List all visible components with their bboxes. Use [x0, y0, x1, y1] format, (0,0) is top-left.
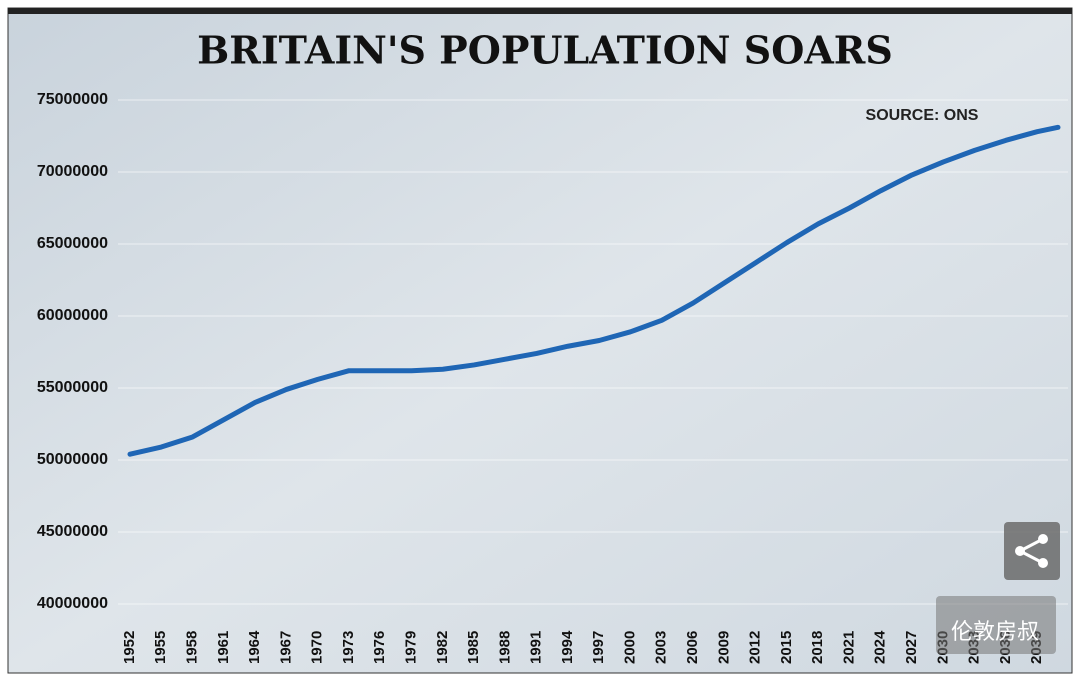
- background: [7, 7, 1073, 674]
- x-tick-label: 2000: [621, 631, 638, 664]
- x-tick-label: 2027: [903, 631, 920, 664]
- share-icon: [1019, 537, 1044, 565]
- x-tick-label: 1958: [184, 631, 201, 664]
- y-tick-label: 55000000: [37, 379, 108, 396]
- x-tick-label: 2018: [809, 631, 826, 664]
- x-tick-label: 2006: [684, 631, 701, 664]
- x-tick-label: 2015: [778, 631, 795, 664]
- x-tick-label: 1991: [528, 631, 545, 664]
- chart-title: BRITAIN'S POPULATION SOARS: [197, 28, 893, 73]
- x-tick-label: 1994: [559, 630, 576, 664]
- x-tick-label: 1976: [371, 631, 388, 664]
- y-tick-label: 65000000: [37, 235, 108, 252]
- share-button[interactable]: [1004, 522, 1060, 580]
- x-tick-label: 2021: [840, 631, 857, 664]
- x-tick-label: 1988: [496, 631, 513, 664]
- x-tick-label: 1982: [434, 631, 451, 664]
- x-tick-label: 1967: [277, 631, 294, 664]
- x-tick-label: 2009: [715, 631, 732, 664]
- x-tick-label: 2024: [872, 630, 889, 664]
- x-tick-label: 2003: [653, 631, 670, 664]
- x-tick-label: 1955: [152, 631, 169, 664]
- y-tick-label: 70000000: [37, 163, 108, 180]
- share-bg[interactable]: [1004, 522, 1060, 580]
- x-tick-label: 2012: [747, 631, 764, 664]
- x-tick-label: 1961: [215, 631, 232, 664]
- x-tick-label: 1952: [121, 631, 138, 664]
- data-line: [127, 124, 1061, 457]
- y-tick-label: 60000000: [37, 307, 108, 324]
- top-strip: [8, 8, 1072, 14]
- annotation: SOURCE: ONS: [866, 107, 979, 124]
- watermark: 伦敦房叔: [951, 620, 1039, 645]
- y-tick-label: 45000000: [37, 523, 108, 540]
- x-tick-label: 1973: [340, 631, 357, 664]
- x-tick-label: 1979: [402, 631, 419, 664]
- y-tick-label: 75000000: [37, 91, 108, 108]
- x-tick-label: 1964: [246, 630, 263, 664]
- watermark-bg: [936, 596, 1056, 654]
- x-tick-label: 1970: [309, 631, 326, 664]
- y-tick-label: 50000000: [37, 451, 108, 468]
- x-tick-label: 1985: [465, 631, 482, 664]
- x-tick-label: 1997: [590, 631, 607, 664]
- y-tick-label: 40000000: [37, 595, 108, 612]
